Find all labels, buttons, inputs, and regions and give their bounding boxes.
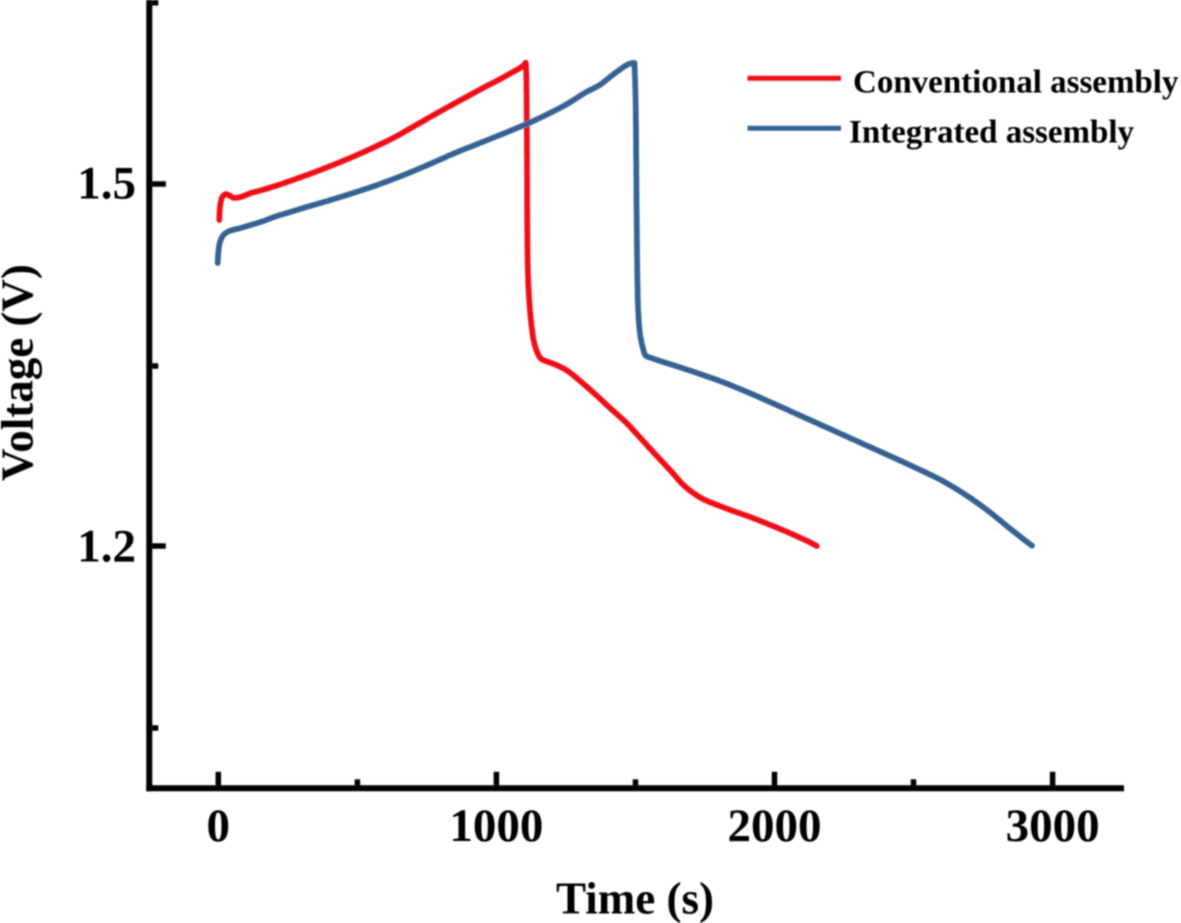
svg-text:1000: 1000 (449, 800, 543, 852)
svg-text:1.5: 1.5 (77, 158, 136, 210)
svg-text:3000: 3000 (1006, 800, 1100, 852)
svg-text:Voltage (V): Voltage (V) (0, 264, 43, 481)
svg-text:1.2: 1.2 (77, 520, 136, 572)
svg-text:0: 0 (207, 800, 231, 852)
svg-text:2000: 2000 (728, 800, 822, 852)
svg-text:Time (s): Time (s) (556, 873, 714, 923)
svg-text:Integrated assembly: Integrated assembly (849, 114, 1135, 150)
svg-text:Conventional assembly: Conventional assembly (853, 64, 1179, 100)
